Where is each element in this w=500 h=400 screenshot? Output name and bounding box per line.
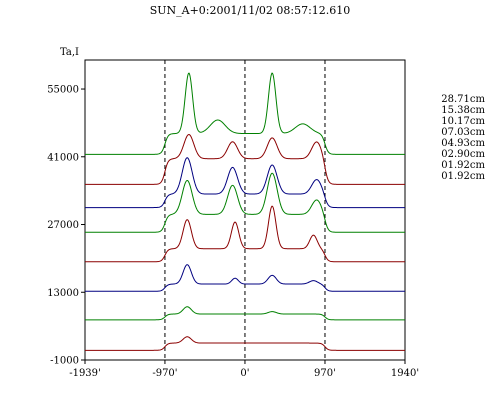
y-axis-label: Ta,I bbox=[60, 47, 79, 58]
x-tick-label-4: 1940' bbox=[391, 368, 419, 379]
legend-item-0: 28.71cm bbox=[441, 94, 485, 105]
legend-item-6: 01.92cm bbox=[441, 160, 485, 171]
chart-title: SUN_A+0:2001/11/02 08:57:12.610 bbox=[150, 4, 351, 17]
legend-item-2: 10.17cm bbox=[441, 116, 485, 127]
series-line-7 bbox=[85, 336, 405, 351]
series-line-5 bbox=[85, 264, 405, 292]
series-line-1 bbox=[85, 134, 405, 185]
x-tick-label-1: -970' bbox=[152, 368, 177, 379]
series-line-0 bbox=[85, 72, 405, 155]
legend: 28.71cm15.38cm10.17cm07.03cm04.93cm02.90… bbox=[441, 94, 485, 182]
y-tick-label-2: 27000 bbox=[47, 220, 79, 231]
x-tick-label-2: 0' bbox=[240, 368, 249, 379]
series-line-3 bbox=[85, 172, 405, 233]
y-tick-label-1: 41000 bbox=[47, 152, 79, 163]
legend-item-1: 15.38cm bbox=[441, 105, 485, 116]
x-ticks: -1939' -970' 0' 970' 1940' bbox=[69, 360, 419, 379]
x-tick-label-0: -1939' bbox=[69, 368, 101, 379]
legend-item-3: 07.03cm bbox=[441, 127, 485, 138]
legend-item-4: 04.93cm bbox=[441, 138, 485, 149]
legend-item-5: 02.90cm bbox=[441, 149, 485, 160]
series-line-6 bbox=[85, 306, 405, 321]
series-line-4 bbox=[85, 205, 405, 263]
y-ticks: 55000 41000 27000 13000 -1000 bbox=[47, 85, 85, 367]
x-tick-label-3: 970' bbox=[314, 368, 336, 379]
y-tick-label-0: 55000 bbox=[47, 85, 79, 96]
dashed-reference-lines bbox=[164, 60, 326, 360]
y-tick-label-4: -1000 bbox=[50, 356, 79, 367]
series-line-2 bbox=[85, 157, 405, 209]
legend-item-7: 01.92cm bbox=[441, 171, 485, 182]
series-group bbox=[85, 72, 405, 351]
y-tick-label-3: 13000 bbox=[47, 288, 79, 299]
